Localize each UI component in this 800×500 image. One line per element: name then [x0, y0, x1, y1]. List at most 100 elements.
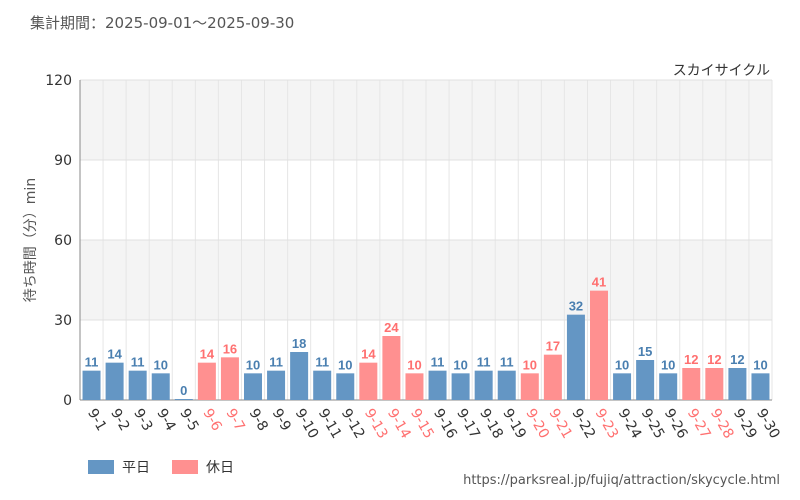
bar	[359, 362, 378, 400]
x-tick-label: 9-23	[592, 406, 622, 442]
bar	[590, 290, 608, 400]
x-tick-label: 9-2	[107, 406, 132, 434]
bar-value-label: 24	[384, 320, 399, 335]
bar	[728, 368, 747, 400]
bar	[613, 373, 632, 400]
bar-value-label: 11	[269, 355, 283, 370]
bar	[336, 373, 355, 400]
bar-value-label: 11	[477, 355, 491, 370]
bar	[290, 352, 309, 400]
x-tick-label: 9-29	[730, 406, 760, 442]
bar	[105, 362, 124, 400]
x-tick-label: 9-9	[269, 406, 294, 434]
bar	[566, 314, 585, 400]
legend-swatch-holiday	[172, 460, 198, 474]
x-tick-label: 9-27	[684, 406, 714, 442]
y-tick-label: 0	[63, 393, 72, 409]
bar-value-label: 11	[500, 355, 514, 370]
bar-value-label: 11	[131, 355, 145, 370]
x-tick-label: 9-1	[84, 406, 109, 434]
x-tick-label: 9-3	[130, 406, 155, 434]
bar-value-label: 15	[638, 344, 652, 359]
legend-label-weekday: 平日	[122, 460, 150, 476]
bar	[428, 370, 447, 400]
x-tick-label: 9-24	[615, 406, 645, 442]
chart-title: スカイサイクル	[672, 63, 770, 79]
source-url: https://parksreal.jp/fujiq/attraction/sk…	[463, 473, 780, 488]
legend-label-holiday: 休日	[206, 460, 234, 476]
bar	[313, 370, 332, 400]
bar-value-label: 0	[180, 383, 187, 398]
x-tick-label: 9-13	[361, 406, 391, 442]
x-tick-label: 9-10	[292, 406, 322, 442]
bar	[520, 373, 539, 400]
bar-value-label: 10	[615, 357, 629, 372]
bar-value-label: 12	[707, 352, 721, 367]
legend: 平日 休日	[88, 457, 234, 477]
bar-value-label: 10	[523, 357, 537, 372]
y-tick-label: 90	[54, 153, 72, 169]
y-tick-label: 120	[45, 73, 72, 89]
bar	[151, 373, 170, 400]
bar-value-label: 17	[546, 339, 560, 354]
x-tick-label: 9-19	[499, 406, 529, 442]
x-tick-label: 9-18	[476, 406, 506, 442]
x-tick-label: 9-11	[315, 406, 345, 442]
x-tick-label: 9-22	[568, 406, 598, 442]
x-tick-label: 9-15	[407, 406, 437, 442]
x-tick-label: 9-28	[707, 406, 737, 442]
bar	[497, 370, 516, 400]
y-tick-label: 60	[54, 233, 72, 249]
bar-value-label: 10	[338, 357, 352, 372]
bar-value-label: 14	[200, 347, 215, 362]
x-tick-label: 9-5	[176, 406, 201, 434]
bar	[751, 373, 770, 400]
legend-item-holiday: 休日	[172, 457, 234, 477]
bar	[174, 399, 193, 400]
x-tick-label: 9-21	[545, 406, 575, 442]
x-tick-label: 9-6	[199, 406, 224, 434]
bar	[244, 373, 262, 400]
legend-item-weekday: 平日	[88, 457, 150, 477]
bar	[543, 354, 562, 400]
bar	[474, 370, 493, 400]
x-tick-label: 9-26	[661, 406, 691, 442]
bar-value-label: 11	[431, 355, 445, 370]
bar-value-label: 10	[661, 357, 675, 372]
x-tick-label: 9-17	[453, 406, 483, 442]
x-tick-label: 9-30	[753, 406, 783, 442]
bar	[382, 336, 401, 400]
bar-value-label: 41	[592, 275, 606, 290]
x-tick-label: 9-20	[522, 406, 552, 442]
bar	[682, 368, 701, 400]
bar-value-label: 16	[223, 341, 237, 356]
bar-value-label: 10	[407, 357, 421, 372]
bar	[82, 370, 101, 400]
bar-value-label: 12	[730, 352, 744, 367]
x-tick-label: 9-8	[246, 406, 271, 434]
bar	[220, 357, 239, 400]
page-title: 集計期間：2025-09-01〜2025-09-30	[30, 14, 295, 32]
bar	[405, 373, 424, 400]
x-tick-label: 9-14	[384, 406, 414, 442]
bar-value-label: 18	[292, 336, 306, 351]
bar-value-label: 14	[361, 347, 376, 362]
bar-value-label: 12	[684, 352, 698, 367]
bar	[451, 373, 470, 400]
bar	[197, 362, 216, 400]
bar-value-label: 11	[85, 355, 99, 370]
bar-value-label: 10	[753, 357, 767, 372]
bar-value-label: 10	[153, 357, 167, 372]
x-tick-label: 9-4	[153, 406, 178, 434]
bar-value-label: 32	[569, 299, 583, 314]
bar	[267, 370, 286, 400]
x-tick-label: 9-16	[430, 406, 460, 442]
bar-value-label: 10	[453, 357, 467, 372]
y-tick-label: 30	[54, 313, 72, 329]
bar	[636, 360, 655, 400]
bar-value-label: 14	[107, 347, 122, 362]
bar-value-label: 10	[246, 357, 260, 372]
x-tick-label: 9-12	[338, 406, 368, 442]
bar-value-label: 11	[315, 355, 329, 370]
